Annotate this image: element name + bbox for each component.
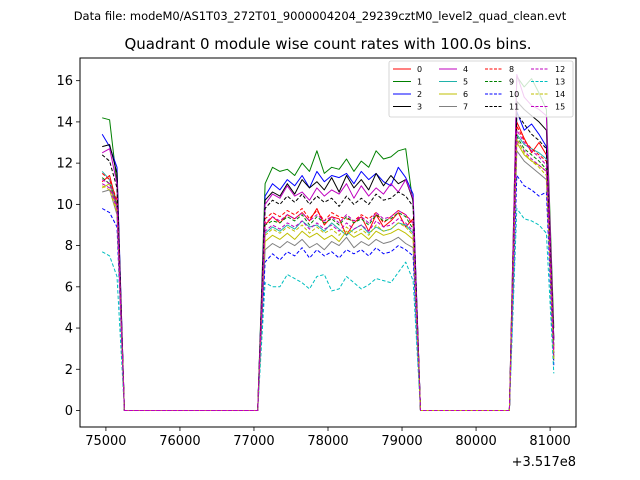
legend-label: 0 [417,65,422,74]
legend-label: 4 [463,65,468,74]
y-tick-label: 12 [56,157,73,172]
legend-frame [388,60,574,118]
legend-label: 5 [463,78,468,87]
y-tick-label: 10 [56,198,73,213]
y-tick-label: 0 [65,404,73,419]
y-tick-label: 2 [65,363,73,378]
legend-label: 1 [417,78,422,87]
legend-label: 10 [509,90,519,99]
series-layer [101,74,555,411]
x-tick-label: 81000 [529,434,570,449]
y-tick-label: 4 [65,322,73,337]
y-tick-label: 6 [65,280,73,295]
legend-label: 8 [509,65,514,74]
series-line-11 [101,113,555,411]
x-tick-label: 79000 [381,434,422,449]
y-tick-label: 8 [65,239,73,254]
y-tick-label: 14 [56,115,73,130]
plot-frame [79,57,577,428]
x-tick-label: 78000 [307,434,348,449]
legend-label: 11 [509,103,519,112]
legend-label: 12 [555,65,565,74]
x-tick-label: 75000 [85,434,126,449]
legend-label: 6 [463,90,468,99]
x-tick-label: 80000 [455,434,496,449]
legend-label: 2 [417,90,422,99]
legend-label: 3 [417,103,422,112]
plot-area [80,58,576,427]
legend-label: 9 [509,78,514,87]
legend-label: 15 [555,103,565,112]
series-line-15 [101,129,555,411]
suptitle: Data file: modeM0/AS1T03_272T01_90000042… [74,9,567,23]
legend-label: 14 [555,90,565,99]
x-tick-label: 76000 [159,434,200,449]
legend-label: 13 [555,78,565,87]
axis-layer: 75000 76000 77000 78000 79000 80000 81000 0 2 4 6 8… [56,74,570,449]
legend-label: 7 [463,103,468,112]
chart-title: Quadrant 0 module wise count rates with … [124,35,531,53]
x-offset-label: +3.517e8 [512,455,576,470]
y-tick-label: 16 [56,74,73,89]
x-tick-label: 77000 [233,434,274,449]
